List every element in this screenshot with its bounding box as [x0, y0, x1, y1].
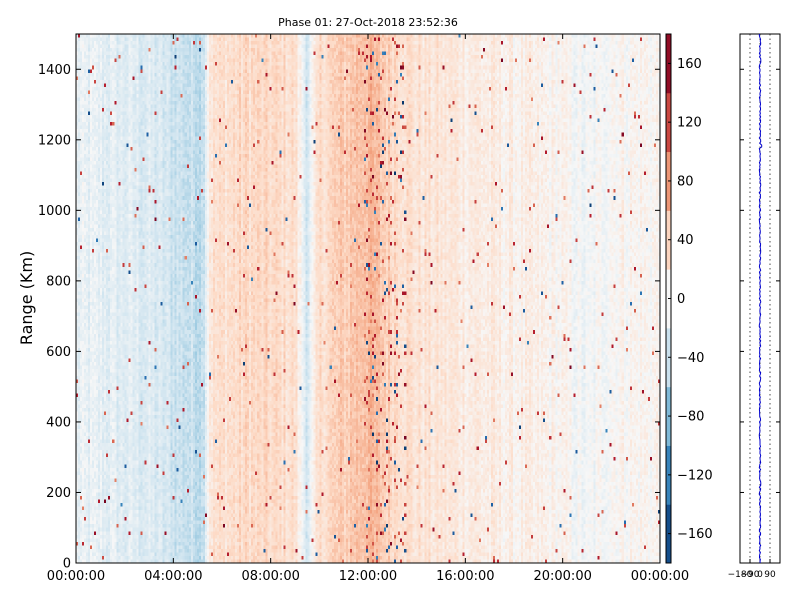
- x-tick-label: 00:00:00: [47, 569, 105, 584]
- side-profile-trace: [758, 33, 763, 564]
- y-tick-label: 1200: [38, 133, 71, 148]
- heatmap-raster: [76, 34, 660, 563]
- x-tick-label: 20:00:00: [533, 569, 591, 584]
- y-axis: 0 200 400 600 800 1000 1200 1400: [38, 63, 660, 572]
- y-tick-label: 200: [46, 486, 71, 501]
- y-tick-label: 600: [46, 345, 71, 360]
- y-tick-label: 0: [63, 557, 71, 572]
- y-tick-label: 400: [46, 415, 71, 430]
- colorbar-tick-label: 0: [677, 292, 685, 307]
- colorbar-tick-label: 80: [677, 174, 694, 189]
- heatmap-image: [76, 34, 660, 563]
- colorbar-tick-label: −40: [677, 351, 704, 366]
- side-x-tick-label: −180: [728, 570, 753, 580]
- y-tick-label: 1000: [38, 204, 71, 219]
- y-tick-label: 1400: [38, 63, 71, 78]
- y-axis-label: Range (Km): [17, 251, 36, 345]
- colorbar: −160 −120 −80 −40 0 40 80 120 160: [665, 33, 713, 564]
- side-profile-panel: −180−900 90: [728, 33, 781, 580]
- x-tick-label: 12:00:00: [339, 569, 397, 584]
- x-tick-label: 00:00:00: [631, 569, 689, 584]
- colorbar-tick-label: 120: [677, 116, 702, 131]
- x-tick-label: 08:00:00: [241, 569, 299, 584]
- side-x-tick-label: −90: [741, 570, 760, 580]
- x-tick-label: 16:00:00: [436, 569, 494, 584]
- colorbar-tick-label: 160: [677, 57, 702, 72]
- colorbar-tick-label: −120: [677, 468, 713, 483]
- side-x-tick-label: 90: [764, 570, 776, 580]
- chart-title: Phase 01: 27-Oct-2018 23:52:36: [278, 16, 458, 29]
- colorbar-tick-label: −80: [677, 410, 704, 425]
- x-axis: 00:00:00 04:00:00 08:00:00 12:00:00 16:00:00…: [47, 34, 689, 584]
- side-x-tick-label: 0: [757, 570, 763, 580]
- y-tick-label: 800: [46, 274, 71, 289]
- colorbar-tick-label: 40: [677, 233, 694, 248]
- colorbar-tick-label: −160: [677, 527, 713, 542]
- x-tick-label: 04:00:00: [144, 569, 202, 584]
